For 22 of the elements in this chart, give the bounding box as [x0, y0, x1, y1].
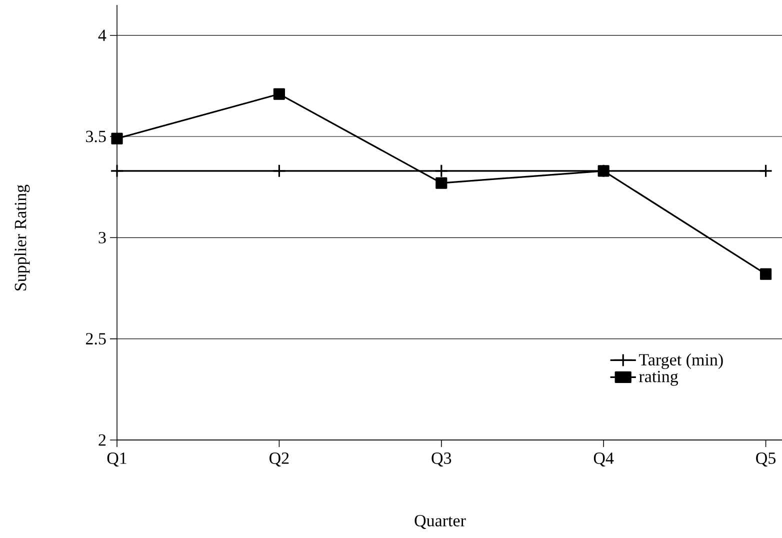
x-tick-label: Q3 — [432, 452, 452, 467]
x-tick-label: Q1 — [107, 452, 126, 467]
point — [436, 177, 448, 189]
x-tick-label: Q4 — [594, 452, 614, 467]
y-tick-label: 3.5 — [86, 130, 106, 142]
point — [273, 88, 285, 100]
point — [111, 132, 123, 144]
x-axis-title: Quarter — [414, 514, 466, 529]
legend-label: Target (min) — [639, 354, 723, 370]
y-tick-label: 2 — [98, 434, 106, 446]
point — [110, 164, 124, 178]
y-axis-title: Supplier Rating — [14, 184, 30, 290]
y-tick-label: 2.5 — [86, 333, 106, 345]
y-tick-label: 4 — [98, 30, 106, 41]
x-tick-label: Q5 — [756, 452, 776, 467]
y-tick-label: 3 — [98, 232, 106, 244]
point — [760, 268, 772, 280]
legend-label: rating — [639, 370, 678, 386]
x-tick-label: Q2 — [270, 452, 289, 467]
point — [758, 164, 773, 178]
point — [272, 164, 286, 178]
point — [434, 164, 448, 178]
